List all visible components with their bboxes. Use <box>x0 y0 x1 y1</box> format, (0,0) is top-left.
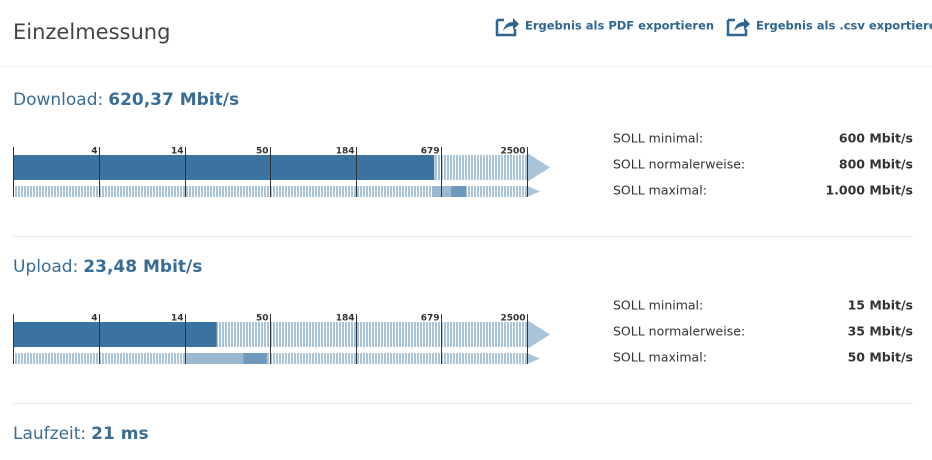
gauge-arrow <box>527 320 550 349</box>
target-value: 600 Mbit/s <box>839 131 913 146</box>
gauge-tick-label: 4 <box>91 314 97 324</box>
target-value: 800 Mbit/s <box>839 157 913 172</box>
target-label: SOLL maximal: <box>613 183 707 198</box>
gauge-tick-label: 14 <box>171 147 184 157</box>
measurement-heading: Laufzeit: 21 ms <box>13 424 149 444</box>
target-value: 1.000 Mbit/s <box>825 183 913 198</box>
export-icon <box>495 18 517 37</box>
export-arrow <box>734 18 750 31</box>
measurement-label: Download: <box>13 90 103 110</box>
gauge-tick-label: 4 <box>91 147 97 157</box>
measured-bar <box>13 155 435 180</box>
gauge-tick-label: 679 <box>421 314 440 324</box>
target-value: 50 Mbit/s <box>848 350 913 365</box>
export-csv-label[interactable]: Ergebnis als .csv exportieren <box>756 19 932 33</box>
target-range-low <box>186 353 244 364</box>
target-label: SOLL minimal: <box>613 298 703 313</box>
gauge-tick-label: 184 <box>336 147 355 157</box>
target-range-high <box>243 353 267 364</box>
target-label: SOLL normalerweise: <box>613 324 745 339</box>
gauge-tick-label: 184 <box>336 314 355 324</box>
export-arrow <box>503 18 519 31</box>
measurement-label: Upload: <box>13 257 78 277</box>
measurement-heading: Download: 620,37 Mbit/s <box>13 90 239 110</box>
gauge-tick-label: 14 <box>171 314 184 324</box>
measurement-heading: Upload: 23,48 Mbit/s <box>13 257 202 277</box>
target-value: 15 Mbit/s <box>848 298 913 313</box>
target-range-high <box>451 186 467 197</box>
gauge-arrow <box>527 153 550 182</box>
measured-bar <box>13 322 217 347</box>
measurement-value: 23,48 Mbit/s <box>83 257 202 277</box>
gauge-tick-label: 2500 <box>500 147 525 157</box>
gauge-tick-label: 50 <box>256 314 269 324</box>
export-pdf-label[interactable]: Ergebnis als PDF exportieren <box>525 19 714 33</box>
target-arrow <box>527 353 540 364</box>
target-label: SOLL normalerweise: <box>613 157 745 172</box>
page-title: Einzelmessung <box>13 20 170 44</box>
measurement-value: 620,37 Mbit/s <box>108 90 239 110</box>
gauge-tick-label: 679 <box>421 147 440 157</box>
target-value: 35 Mbit/s <box>848 324 913 339</box>
measurement-label: Laufzeit: <box>13 424 86 444</box>
target-label: SOLL maximal: <box>613 350 707 365</box>
gauge-tick-label: 2500 <box>500 314 525 324</box>
target-label: SOLL minimal: <box>613 131 703 146</box>
export-icon <box>726 18 748 37</box>
target-arrow <box>527 186 540 197</box>
measurement-value: 21 ms <box>91 424 148 444</box>
gauge-tick-label: 50 <box>256 147 269 157</box>
export-pdf[interactable]: Ergebnis als PDF exportieren <box>495 18 714 37</box>
export-csv[interactable]: Ergebnis als .csv exportieren <box>726 18 932 37</box>
